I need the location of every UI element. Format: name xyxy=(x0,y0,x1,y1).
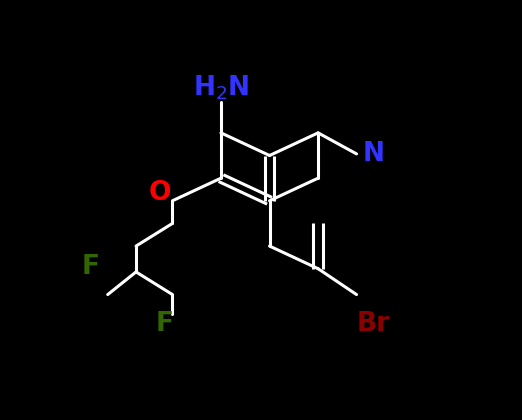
Text: Br: Br xyxy=(357,311,389,337)
Text: F: F xyxy=(81,254,99,280)
Text: F: F xyxy=(156,311,173,337)
Text: H$_2$N: H$_2$N xyxy=(193,74,249,102)
Text: O: O xyxy=(149,180,172,206)
Text: N: N xyxy=(363,141,385,167)
